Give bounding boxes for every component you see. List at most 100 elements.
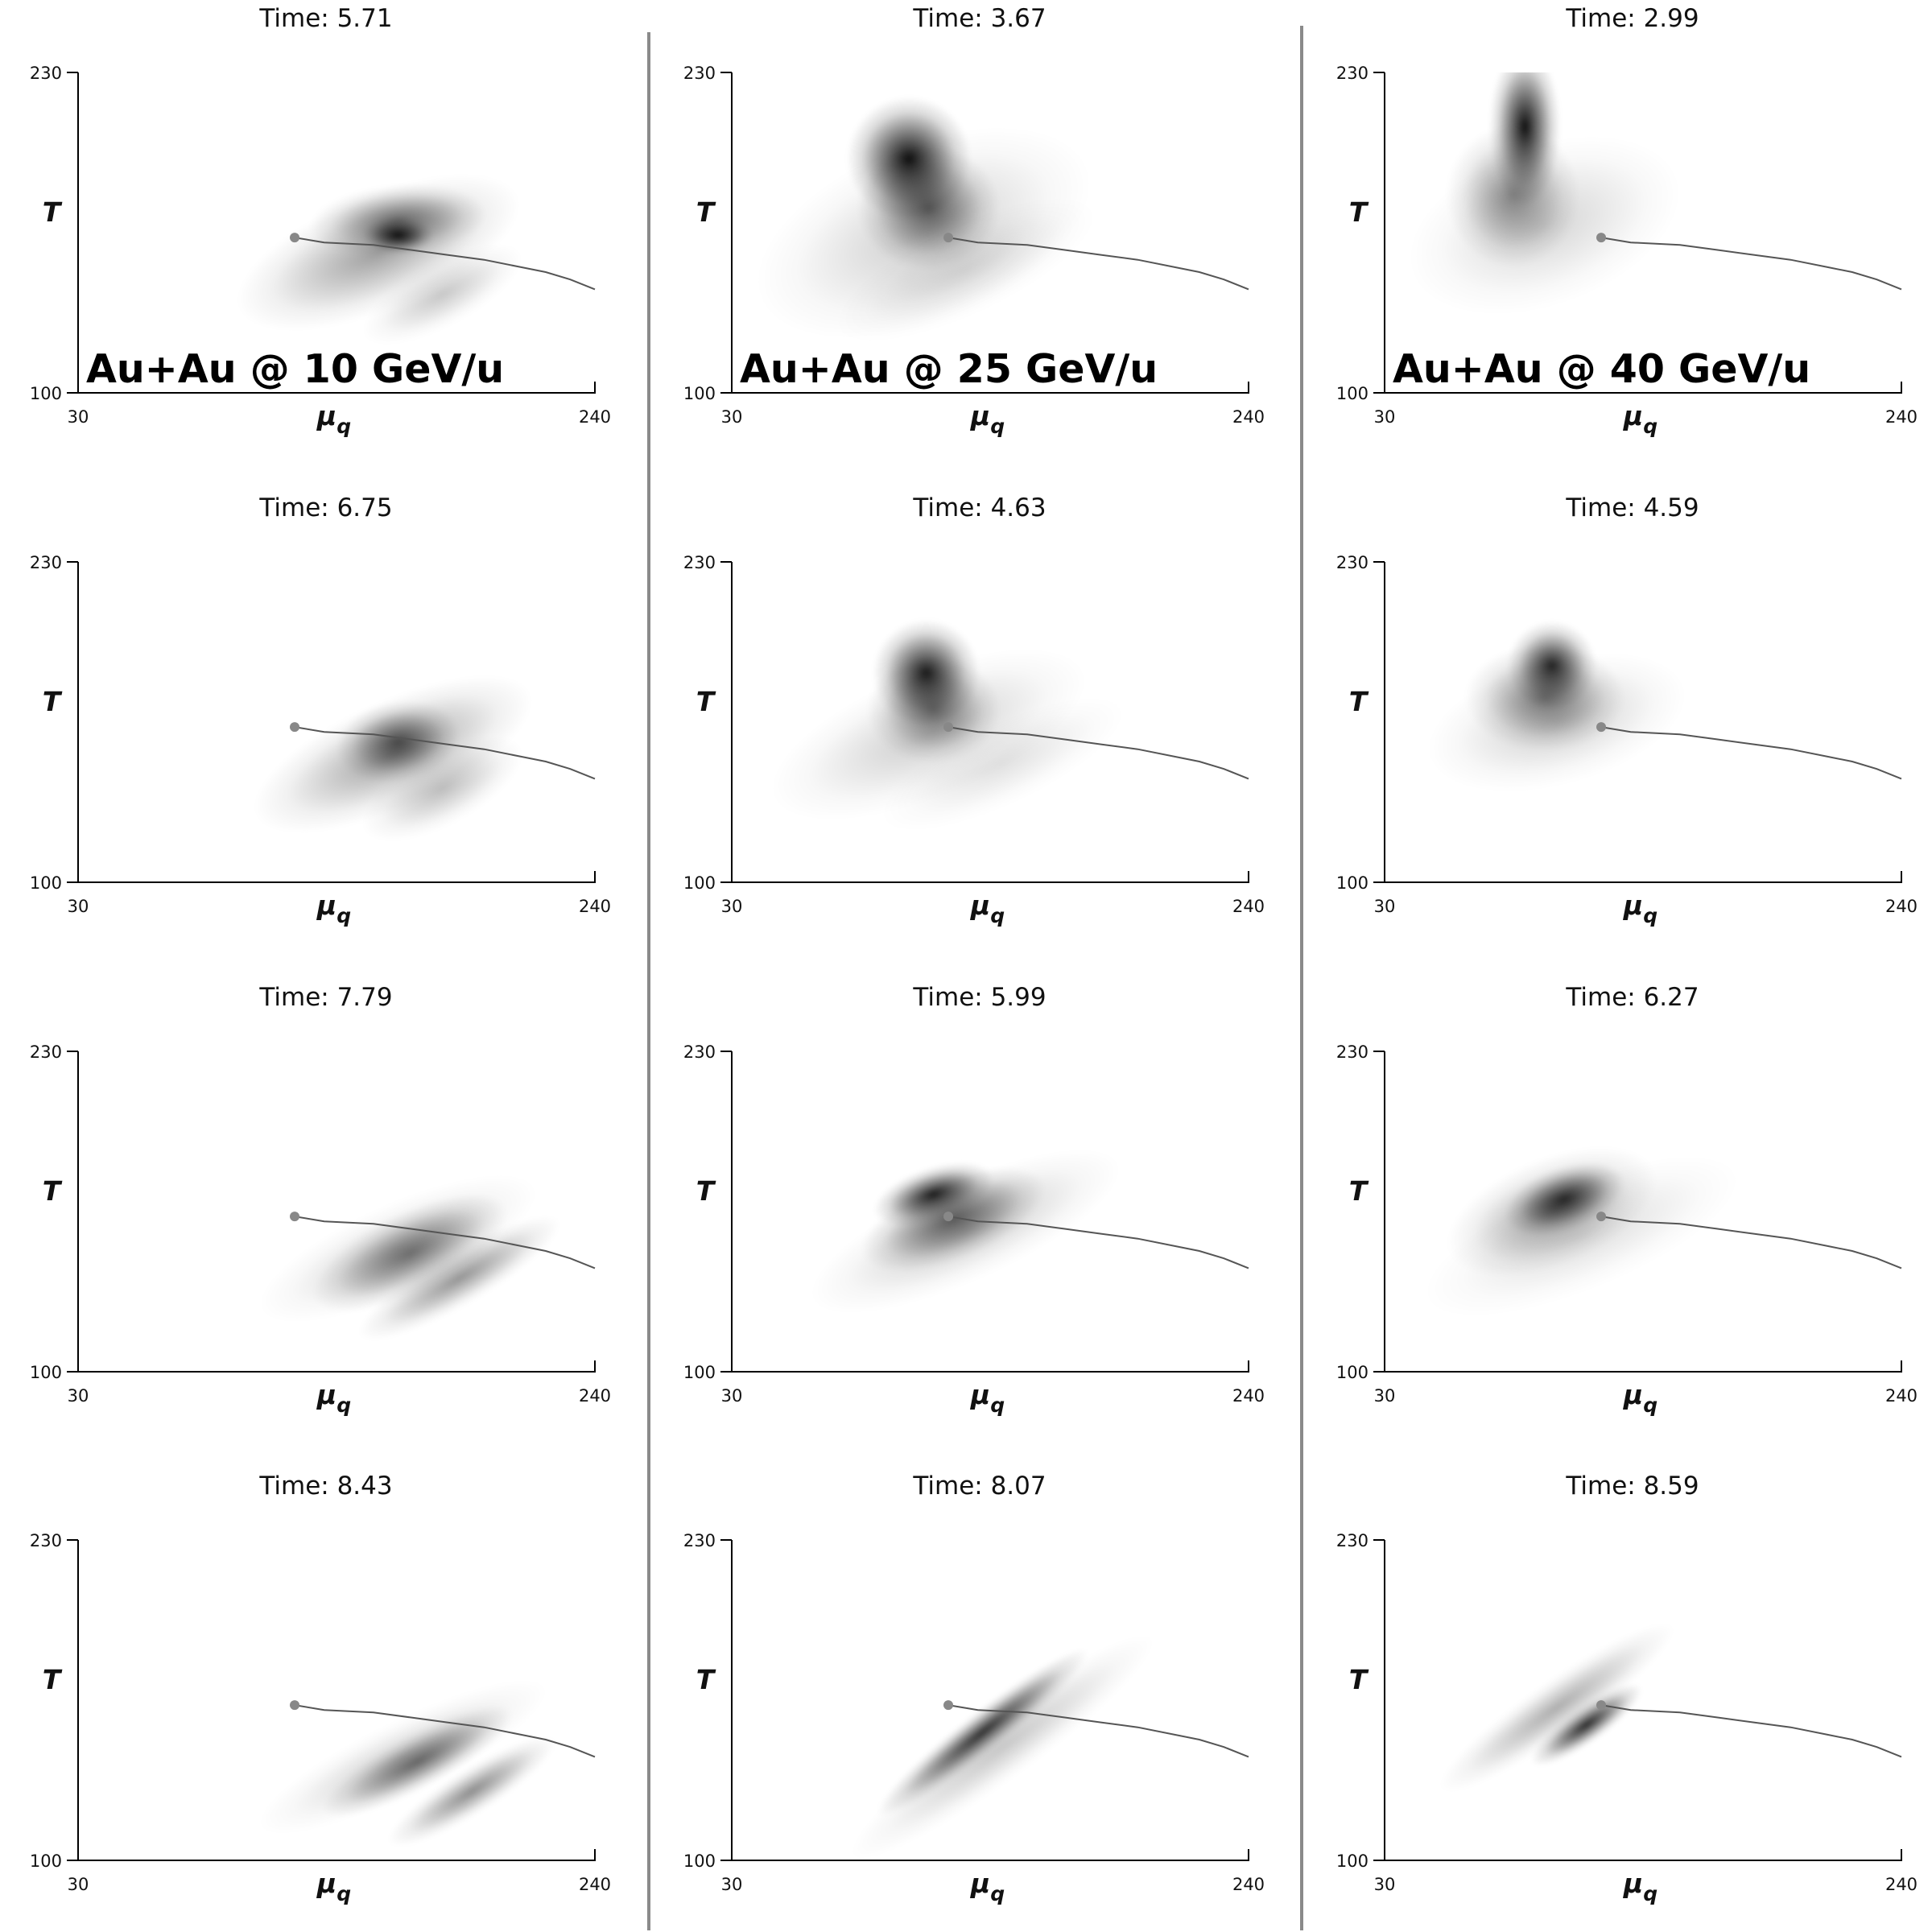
column-label: Au+Au @ 10 GeV/u: [86, 346, 504, 392]
y-tick-label-bottom: 100: [683, 384, 716, 403]
critical-point-marker: [943, 233, 954, 243]
critical-point-marker: [1596, 1700, 1607, 1711]
y-tick-label-bottom: 100: [683, 1852, 716, 1871]
y-tick-label-top: 230: [1336, 1531, 1368, 1550]
panel-title: Time: 6.27: [1565, 983, 1699, 1012]
density-cloud: [259, 1174, 560, 1340]
x-tick-label-left: 30: [721, 407, 743, 427]
panel-title: Time: 4.63: [912, 493, 1046, 522]
x-axis-label: μq: [1623, 1379, 1657, 1417]
panel-r4-c2: 230 100 30 240 Tμq Time: 8.07: [683, 1472, 1265, 1905]
density-blob: [1424, 1156, 1740, 1317]
y-tick-label-bottom: 100: [30, 1363, 62, 1382]
critical-point-marker: [1596, 233, 1607, 243]
x-tick-label-right: 240: [1885, 1875, 1918, 1894]
y-axis-label: T: [696, 1175, 716, 1207]
density-blob: [810, 1150, 1121, 1313]
density-blob: [1530, 1683, 1642, 1766]
x-tick-label-left: 30: [1374, 1875, 1396, 1894]
critical-point-marker: [943, 722, 954, 733]
y-tick-label-top: 230: [1336, 553, 1368, 572]
panel-title: Time: 5.71: [258, 4, 392, 33]
x-tick-label-left: 30: [68, 407, 89, 427]
panel-title: Time: 7.79: [258, 983, 392, 1012]
y-axis-label: T: [43, 686, 63, 717]
density-cloud: [258, 1679, 555, 1847]
crossover-line: [294, 726, 596, 780]
y-tick-label-bottom: 100: [683, 873, 716, 893]
y-axis-label: T: [696, 1664, 716, 1695]
panel-title: Time: 8.43: [258, 1472, 392, 1501]
panel-title: Time: 5.99: [912, 983, 1046, 1012]
x-tick-label-right: 240: [1232, 1875, 1265, 1894]
y-tick-label-top: 230: [683, 64, 716, 83]
x-axis-label: μq: [970, 1868, 1005, 1905]
x-tick-label-right: 240: [1232, 897, 1265, 916]
x-tick-label-left: 30: [68, 1386, 89, 1406]
x-axis-label: μq: [970, 400, 1005, 438]
crossover-line: [294, 1216, 596, 1269]
x-tick-label-right: 240: [579, 897, 611, 916]
density-cloud: [237, 174, 522, 345]
crossover-line: [294, 237, 596, 291]
density-cloud: [850, 1634, 1154, 1860]
panel-title: Time: 8.59: [1565, 1472, 1699, 1501]
x-axis-label-subscript: q: [990, 1393, 1005, 1417]
y-tick-label-top: 230: [30, 553, 62, 572]
x-tick-label-left: 30: [1374, 407, 1396, 427]
x-tick-label-right: 240: [1885, 407, 1918, 427]
y-tick-label-top: 230: [1336, 64, 1368, 83]
panel-r1-c3: 230 100 30 240 Tμq Time: 2.99 Au+Au @ 40 GeV/u: [1336, 4, 1918, 438]
y-tick-label-top: 230: [1336, 1042, 1368, 1062]
x-axis-label: μq: [316, 890, 351, 927]
column-label: Au+Au @ 25 GeV/u: [740, 346, 1158, 392]
crossover-line: [947, 726, 1249, 780]
x-axis-label: μq: [970, 1379, 1005, 1417]
density-blob: [362, 244, 522, 345]
density-blob: [362, 217, 434, 254]
y-axis-label: T: [43, 1664, 63, 1695]
x-tick-label-right: 240: [1232, 407, 1265, 427]
y-axis-label: T: [1349, 196, 1369, 228]
y-axis-label: T: [696, 196, 716, 228]
panel-r3-c3: 230 100 30 240 Tμq Time: 6.27: [1336, 983, 1918, 1417]
crossover-line: [1600, 726, 1902, 780]
x-axis-label-subscript: q: [336, 1882, 351, 1905]
y-tick-label-top: 230: [683, 1042, 716, 1062]
panel-r4-c3: 230 100 30 240 Tμq Time: 8.59: [1336, 1472, 1918, 1905]
critical-point-marker: [290, 722, 300, 733]
density-blob: [259, 1174, 537, 1323]
crossover-line: [947, 237, 1249, 291]
x-tick-label-left: 30: [721, 897, 743, 916]
x-tick-label-right: 240: [1885, 1386, 1918, 1406]
crossover-line: [1600, 237, 1902, 291]
critical-point-marker: [943, 1700, 954, 1711]
density-blob: [1408, 135, 1681, 315]
x-axis-label: μq: [316, 1868, 351, 1905]
density-blob: [1439, 1623, 1674, 1792]
x-axis-label-subscript: q: [336, 904, 351, 927]
density-blob: [770, 649, 1087, 820]
density-cloud: [1408, 72, 1681, 315]
x-axis-label-subscript: q: [990, 415, 1005, 438]
x-tick-label-left: 30: [1374, 1386, 1396, 1406]
density-cloud: [810, 1150, 1121, 1313]
panel-title: Time: 6.75: [258, 493, 392, 522]
x-axis-label: μq: [1623, 890, 1657, 927]
x-axis-label-subscript: q: [336, 1393, 351, 1417]
x-axis-label: μq: [1623, 1868, 1657, 1905]
critical-point-marker: [1596, 722, 1607, 733]
density-cloud: [1439, 1623, 1674, 1792]
y-tick-label-bottom: 100: [30, 384, 62, 403]
density-cloud: [254, 675, 533, 841]
critical-point-marker: [290, 233, 300, 243]
x-tick-label-left: 30: [68, 1875, 89, 1894]
crossover-line: [1600, 1704, 1902, 1758]
x-axis-label-subscript: q: [1643, 904, 1657, 927]
y-axis-label: T: [1349, 1175, 1369, 1207]
x-tick-label-left: 30: [1374, 897, 1396, 916]
x-tick-label-left: 30: [68, 897, 89, 916]
critical-point-marker: [290, 1212, 300, 1222]
density-blob: [254, 675, 533, 832]
